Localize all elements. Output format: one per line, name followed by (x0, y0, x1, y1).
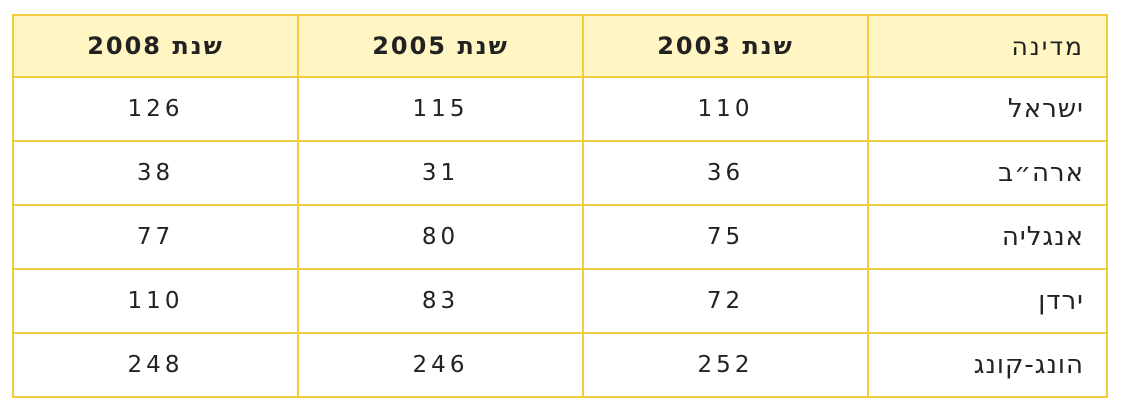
value-cell-2003: 72 (582, 268, 869, 334)
value-cell-2005: 31 (297, 140, 584, 206)
value-cell-2003: 36 (582, 140, 869, 206)
value-cell-2003: 75 (582, 204, 869, 270)
table-row: ירדן 72 83 110 (12, 268, 1108, 334)
table-row: אנגליה 75 80 77 (12, 204, 1108, 270)
table-row: הונג-קונג 252 246 248 (12, 332, 1108, 398)
header-country: מדינה (867, 14, 1108, 78)
country-cell: ארה״ב (867, 140, 1108, 206)
header-year-2005: שנת 2005 (297, 14, 584, 78)
value-cell-2008: 38 (12, 140, 299, 206)
data-table: מדינה שנת 2003 שנת 2005 שנת 2008 ישראל 1… (12, 14, 1108, 398)
value-cell-2005: 83 (297, 268, 584, 334)
value-cell-2008: 126 (12, 76, 299, 142)
table-row: ארה״ב 36 31 38 (12, 140, 1108, 206)
value-cell-2005: 80 (297, 204, 584, 270)
value-cell-2008: 248 (12, 332, 299, 398)
header-year-2008: שנת 2008 (12, 14, 299, 78)
value-cell-2003: 110 (582, 76, 869, 142)
table-header-row: מדינה שנת 2003 שנת 2005 שנת 2008 (12, 14, 1108, 78)
country-cell: אנגליה (867, 204, 1108, 270)
table-row: ישראל 110 115 126 (12, 76, 1108, 142)
header-year-2003: שנת 2003 (582, 14, 869, 78)
value-cell-2003: 252 (582, 332, 869, 398)
value-cell-2005: 115 (297, 76, 584, 142)
value-cell-2005: 246 (297, 332, 584, 398)
country-cell: ירדן (867, 268, 1108, 334)
country-cell: ישראל (867, 76, 1108, 142)
value-cell-2008: 77 (12, 204, 299, 270)
value-cell-2008: 110 (12, 268, 299, 334)
country-cell: הונג-קונג (867, 332, 1108, 398)
